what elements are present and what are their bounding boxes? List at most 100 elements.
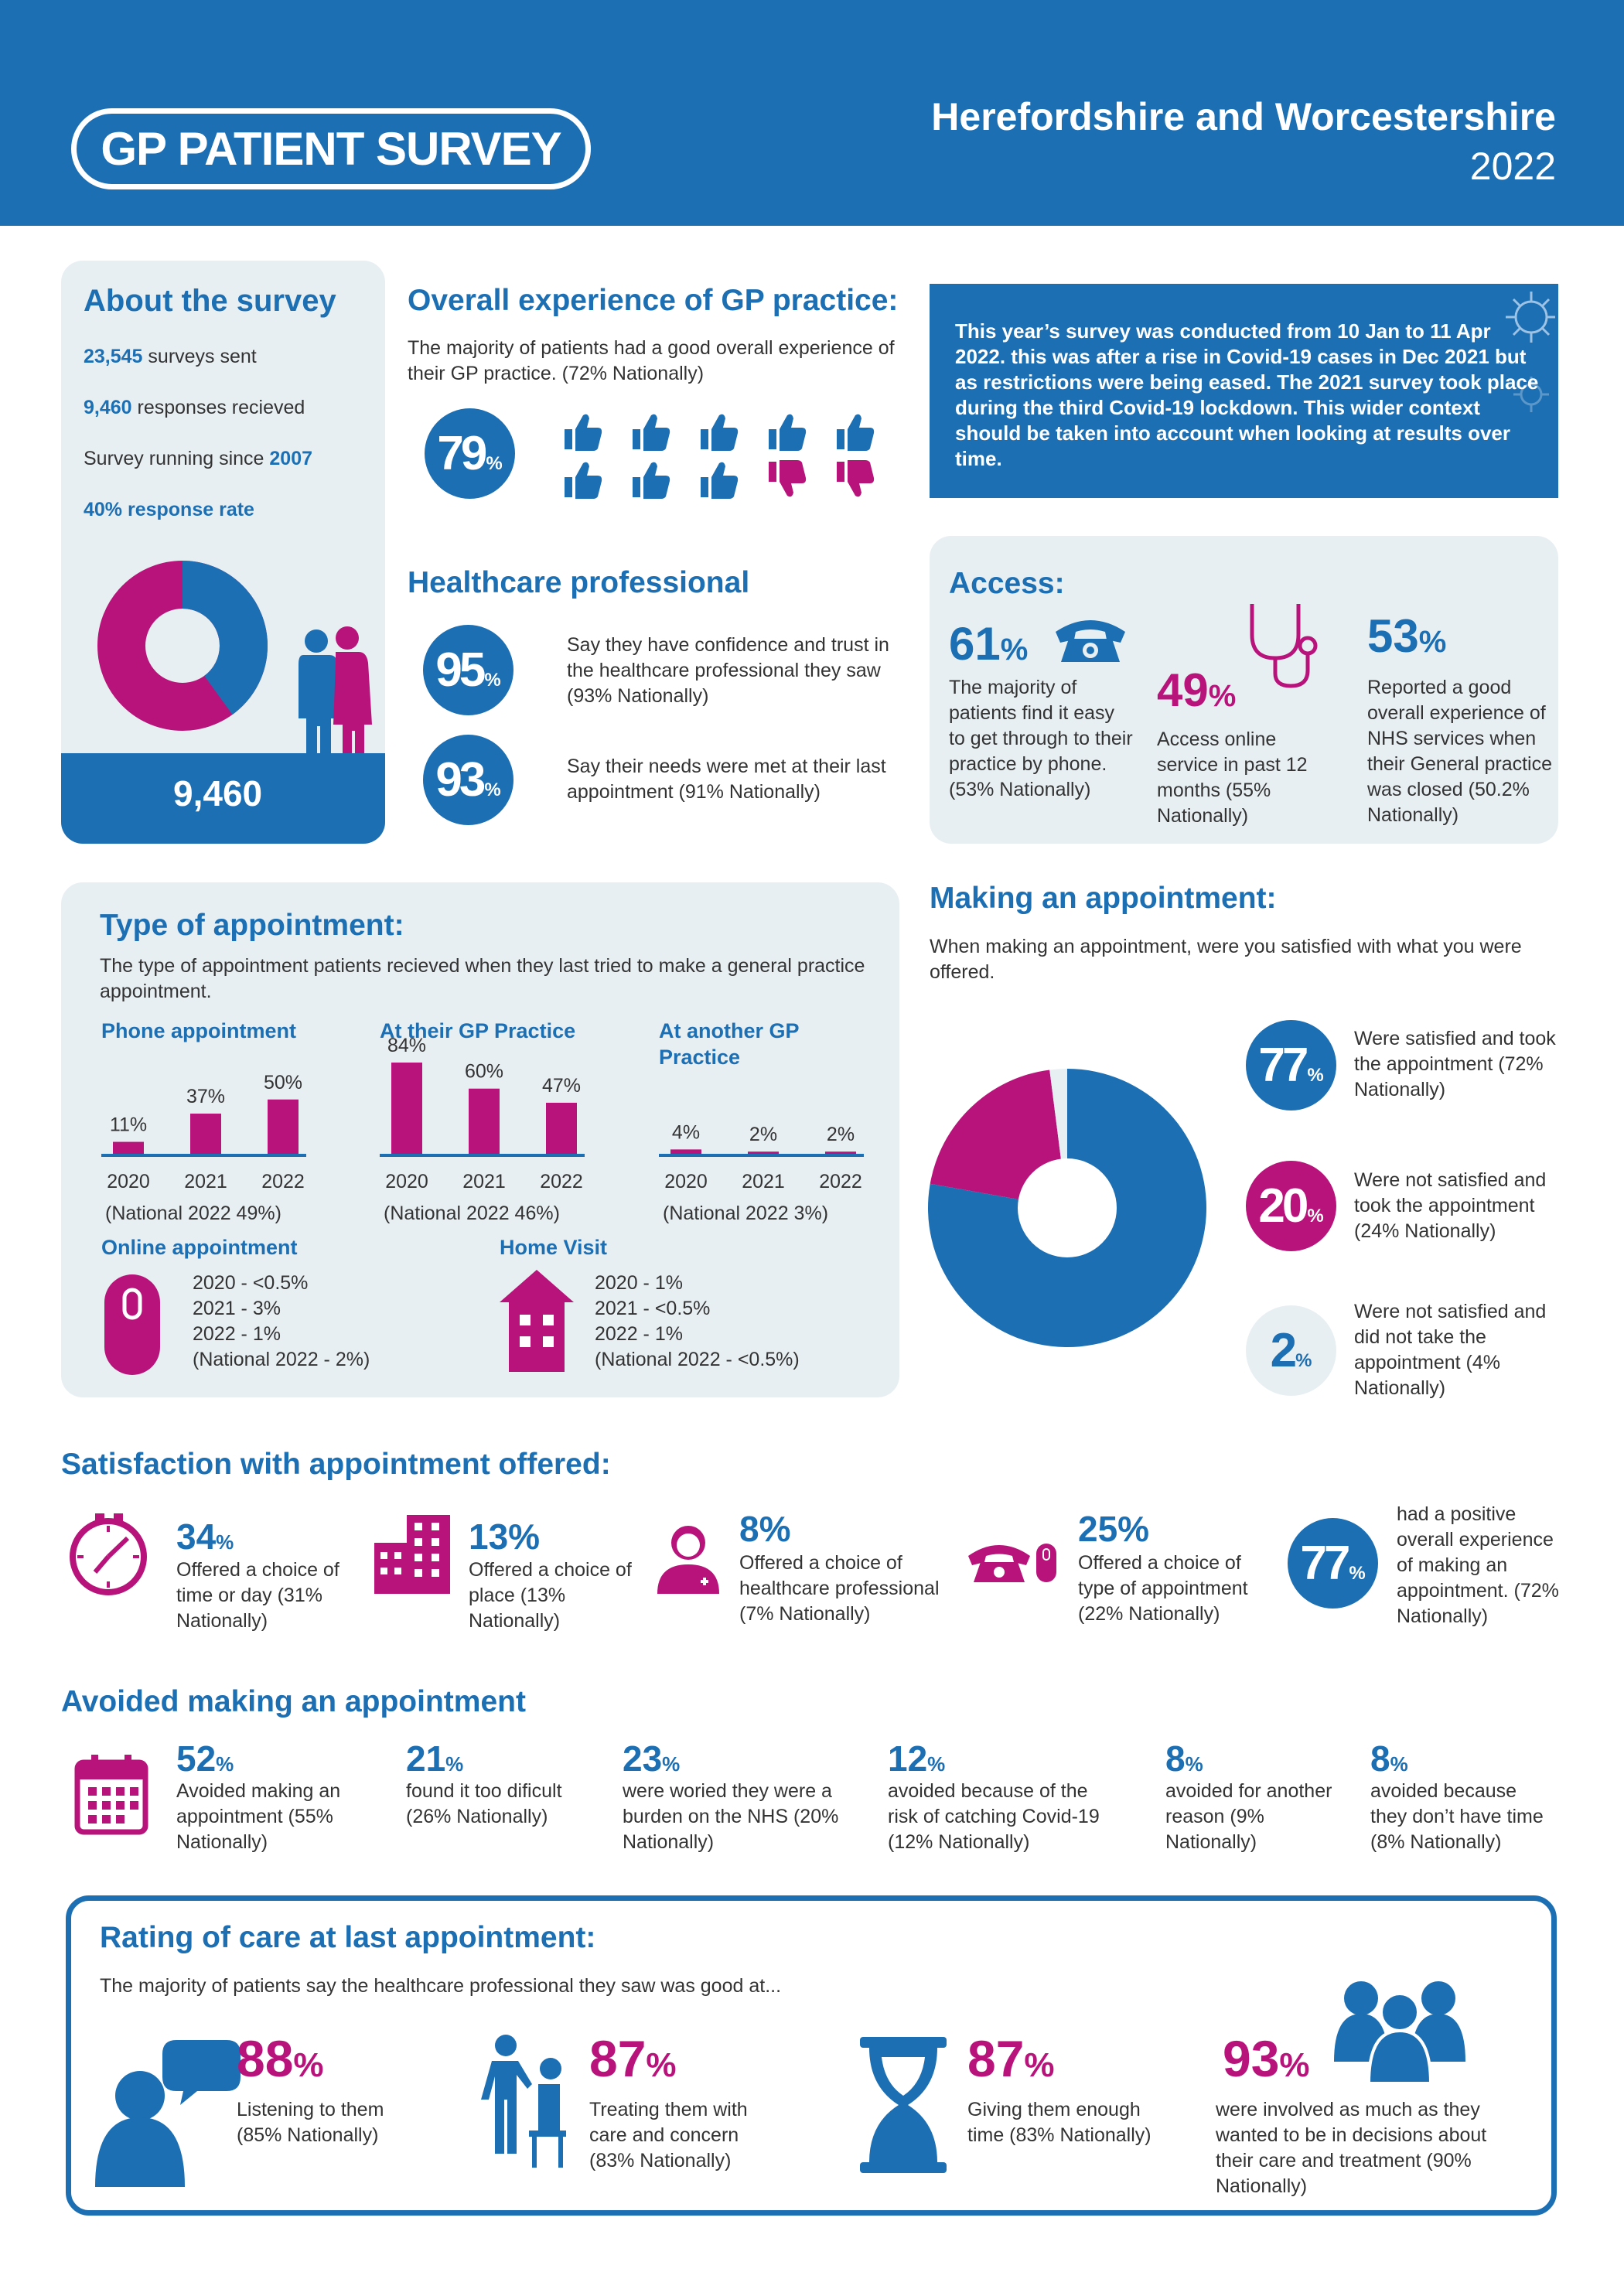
stethoscope-icon (1250, 604, 1318, 688)
thumb-up-icon (633, 462, 670, 499)
avoided-pct: % (927, 1752, 946, 1776)
hc-pct-2: % (484, 779, 501, 800)
avoided-value: 23 (623, 1738, 663, 1779)
national-label: (National 2022 49%) (105, 1203, 281, 1224)
year-label: 2020 (664, 1171, 708, 1192)
making-pct-1: % (1307, 1064, 1324, 1086)
home-line-4: (National 2022 - <0.5%) (595, 1349, 800, 1370)
hc-circle-2: 93% (423, 735, 513, 825)
context-box (930, 284, 1558, 498)
making-pct-2: % (1307, 1205, 1324, 1226)
year-title: 2022 (1469, 145, 1556, 188)
making-circle-3: 2% (1246, 1305, 1336, 1396)
sat-value-4-row: 25% (1078, 1508, 1149, 1550)
rate-text-3: Giving them enough time (83% Nationally) (967, 2099, 1151, 2146)
phone-icon (1056, 620, 1125, 662)
overall-circle: 79% (425, 408, 515, 499)
thumb-up-icon (565, 414, 602, 451)
sat-value-3: 8 (739, 1509, 759, 1549)
home-line-2: 2021 - <0.5% (595, 1298, 711, 1319)
access-text-2: Access online service in past 12 months … (1157, 728, 1308, 827)
access-value-3: 53 (1367, 610, 1419, 662)
group-icon (1334, 1981, 1465, 2085)
sat-value-4: 25 (1078, 1509, 1118, 1549)
thumb-up-icon (837, 414, 875, 451)
thumbs-rating (565, 414, 875, 499)
access-text-1: The majority of patients find it easy to… (949, 677, 1133, 800)
sat-value-1-row: 34% (176, 1516, 234, 1557)
thumb-up-icon (769, 414, 807, 451)
sat-pct-1: % (216, 1530, 234, 1554)
avoided-text: were woried they were a burden on the NH… (623, 1780, 839, 1853)
access-value-3-row: 53% (1367, 613, 1446, 660)
avoided-value-row: 8% (1165, 1738, 1203, 1779)
thumb-down-icon (769, 460, 807, 497)
hc-text-1: Say they have confidence and trust in th… (567, 634, 889, 707)
sat-pct-4: % (1117, 1509, 1150, 1549)
thumb-down-icon (837, 460, 875, 497)
rate-value-1-row: 88% (237, 2029, 324, 2088)
rate-value-4-row: 93% (1223, 2029, 1310, 2088)
avoided-value-row: 23% (623, 1738, 680, 1779)
bar (825, 1151, 856, 1154)
avoided-pct: % (1185, 1752, 1203, 1776)
rate-pct-4: % (1279, 2046, 1310, 2084)
bar-chart-title: At their GP Practice (380, 1019, 575, 1042)
thumb-up-icon (633, 414, 670, 451)
access-value-1-row: 61% (949, 621, 1028, 667)
bar-chart-title: At another GP (659, 1019, 800, 1042)
bar (190, 1114, 221, 1154)
sat-text-1: Offered a choice of time or day (31% Nat… (176, 1559, 339, 1632)
bar-label: 50% (264, 1072, 302, 1093)
access-value-1: 61 (949, 618, 1001, 670)
avoided-text: Avoided making an appointment (55% Natio… (176, 1780, 341, 1853)
rate-pct-3: % (1024, 2046, 1055, 2084)
bar-label: 4% (672, 1121, 700, 1143)
sat-value-2: 13 (469, 1516, 509, 1557)
bar (469, 1088, 500, 1154)
phone-mouse-icon (968, 1544, 1056, 1582)
about-since: Survey running since 2007 (84, 446, 312, 472)
resp-num: 9,460 (84, 397, 132, 418)
rate-value-3: 87 (967, 2030, 1025, 2087)
home-line-1: 2020 - 1% (595, 1272, 683, 1294)
virus-icon (1506, 292, 1555, 343)
mouse-icon (104, 1274, 160, 1375)
year-label: 2020 (385, 1171, 428, 1192)
online-lines: 2020 - <0.5% 2021 - 3% 2022 - 1% (Nation… (193, 1271, 370, 1373)
avoided-pct: % (445, 1752, 464, 1776)
caregiver-icon (481, 2035, 566, 2168)
national-label: (National 2022 3%) (663, 1203, 828, 1224)
bar-chart-title-2: Practice (659, 1046, 740, 1069)
sat-value-2-row: 13% (469, 1516, 540, 1557)
access-pct-3: % (1418, 625, 1447, 659)
sat-text-4: Offered a choice of type of appointment … (1078, 1552, 1248, 1625)
making-pct-3: % (1295, 1349, 1312, 1371)
overall-pct: % (486, 452, 503, 474)
bar (670, 1149, 701, 1154)
healthcare-title: Healthcare professional (408, 566, 750, 599)
rate-value-2: 87 (589, 2030, 647, 2087)
house-icon (500, 1270, 574, 1372)
about-rate: 40% response rate (84, 499, 254, 520)
rating-text: The majority of patients say the healthc… (100, 1975, 782, 1997)
virus-icon-small (1513, 377, 1549, 412)
year-label: 2022 (261, 1171, 305, 1192)
online-line-2: 2021 - 3% (193, 1298, 281, 1319)
response-donut (97, 561, 268, 731)
hc-circle-1: 95% (423, 625, 513, 715)
bar (391, 1063, 422, 1154)
rate-value-4: 93 (1223, 2030, 1280, 2087)
about-sent: 23,545 surveys sent (84, 344, 257, 370)
type-bar-charts: Phone appointment 11% 2020 37% 2021 50% 2022 (N… (101, 1019, 864, 1224)
bar-label: 37% (186, 1086, 225, 1107)
thumbs-grid (563, 412, 888, 505)
rate-text-2: Treating them with care and concern (83%… (589, 2099, 748, 2171)
year-label: 2021 (742, 1171, 785, 1192)
hc-value-2: 93 (435, 753, 486, 807)
bar-label: 2% (749, 1124, 777, 1145)
survey-logo: GP PATIENT SURVEY (71, 108, 591, 189)
bar-label: 2% (827, 1124, 855, 1145)
sat-value-3-row: 8% (739, 1508, 791, 1550)
hc-pct-1: % (484, 669, 501, 691)
